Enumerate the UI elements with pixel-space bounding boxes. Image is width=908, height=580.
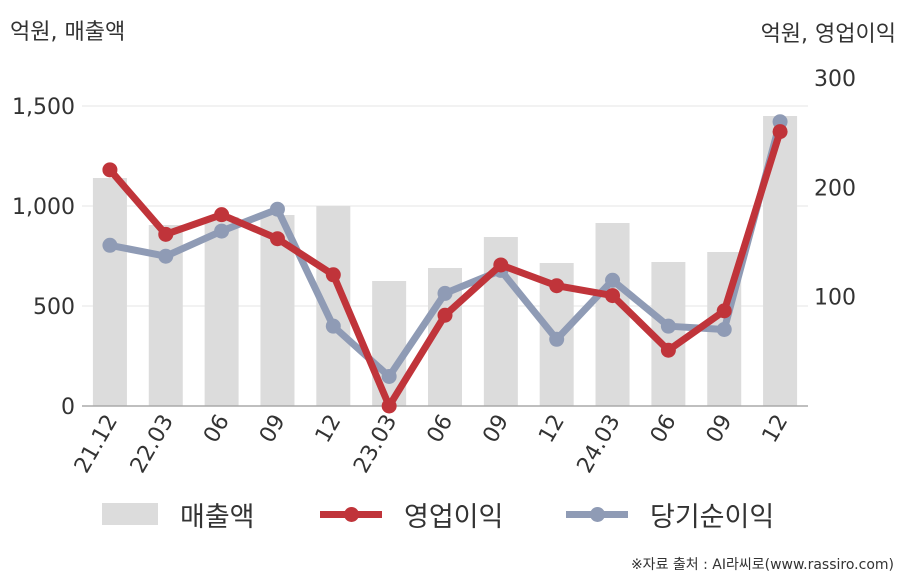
source-note: ※자료 출처 : AI라씨로(www.rassiro.com) — [630, 557, 894, 573]
left-tick-label: 1,500 — [12, 95, 75, 120]
bar-revenue — [595, 223, 630, 406]
point-net-profit — [325, 318, 341, 334]
point-operating-profit — [660, 342, 676, 358]
point-operating-profit — [269, 231, 285, 247]
legend-swatch-net-profit — [566, 503, 628, 525]
point-net-profit — [437, 285, 453, 301]
left-tick-label: 0 — [61, 395, 75, 420]
x-tick-label: 23.03 — [349, 411, 402, 478]
bar-revenue — [92, 178, 127, 406]
legend-item-net-profit: 당기순이익 — [566, 494, 774, 534]
x-tick-label: 22.03 — [126, 411, 179, 478]
legend-item-operating-profit: 영업이익 — [320, 494, 503, 534]
point-net-profit — [269, 201, 285, 217]
point-net-profit — [102, 237, 118, 253]
x-tick-label: 12 — [311, 411, 347, 448]
point-net-profit — [660, 318, 676, 334]
x-tick-label: 06 — [646, 411, 682, 448]
point-net-profit — [214, 223, 230, 239]
legend-swatch-operating-profit — [320, 503, 382, 525]
point-operating-profit — [772, 124, 788, 140]
x-tick-label: 24.03 — [573, 411, 626, 478]
point-operating-profit — [437, 307, 453, 323]
point-net-profit — [158, 248, 174, 264]
point-operating-profit — [493, 257, 509, 273]
point-net-profit — [549, 331, 565, 347]
left-tick-label: 1,000 — [12, 195, 75, 220]
x-tick-label: 06 — [423, 411, 459, 448]
x-tick-label: 06 — [199, 411, 235, 448]
right-axis-unit: 억원, 영업이익 — [760, 22, 896, 47]
legend-label-net-profit: 당기순이익 — [650, 501, 775, 533]
point-net-profit — [716, 321, 732, 337]
point-operating-profit — [325, 267, 341, 283]
legend-label-revenue: 매출액 — [180, 501, 255, 533]
point-operating-profit — [102, 162, 118, 178]
right-tick-label: 100 — [814, 286, 856, 311]
point-net-profit — [605, 272, 621, 288]
point-operating-profit — [605, 288, 621, 304]
left-tick-label: 500 — [33, 295, 75, 320]
x-tick-label: 12 — [534, 411, 570, 448]
legend-label-operating-profit: 영업이익 — [404, 501, 504, 533]
point-net-profit — [381, 368, 397, 384]
right-tick-label: 300 — [814, 67, 856, 92]
point-operating-profit — [214, 207, 230, 223]
right-tick-label: 200 — [814, 176, 856, 201]
bar-revenue — [204, 217, 239, 406]
point-operating-profit — [158, 226, 174, 242]
point-operating-profit — [716, 303, 732, 319]
x-tick-label: 09 — [702, 411, 738, 448]
left-axis-unit: 억원, 매출액 — [10, 20, 126, 45]
point-operating-profit — [549, 278, 565, 294]
x-tick-label: 21.12 — [70, 411, 123, 478]
legend: 매출액 영업이익 당기순이익 — [0, 494, 908, 534]
x-tick-label: 12 — [758, 411, 794, 448]
legend-swatch-revenue — [102, 503, 158, 525]
revenue-bars — [92, 116, 798, 406]
x-tick-label: 09 — [255, 411, 291, 448]
profit-lines — [102, 114, 788, 414]
x-tick-label: 09 — [478, 411, 514, 448]
point-operating-profit — [381, 398, 397, 414]
bar-revenue — [651, 262, 686, 406]
legend-item-revenue: 매출액 — [102, 494, 255, 534]
